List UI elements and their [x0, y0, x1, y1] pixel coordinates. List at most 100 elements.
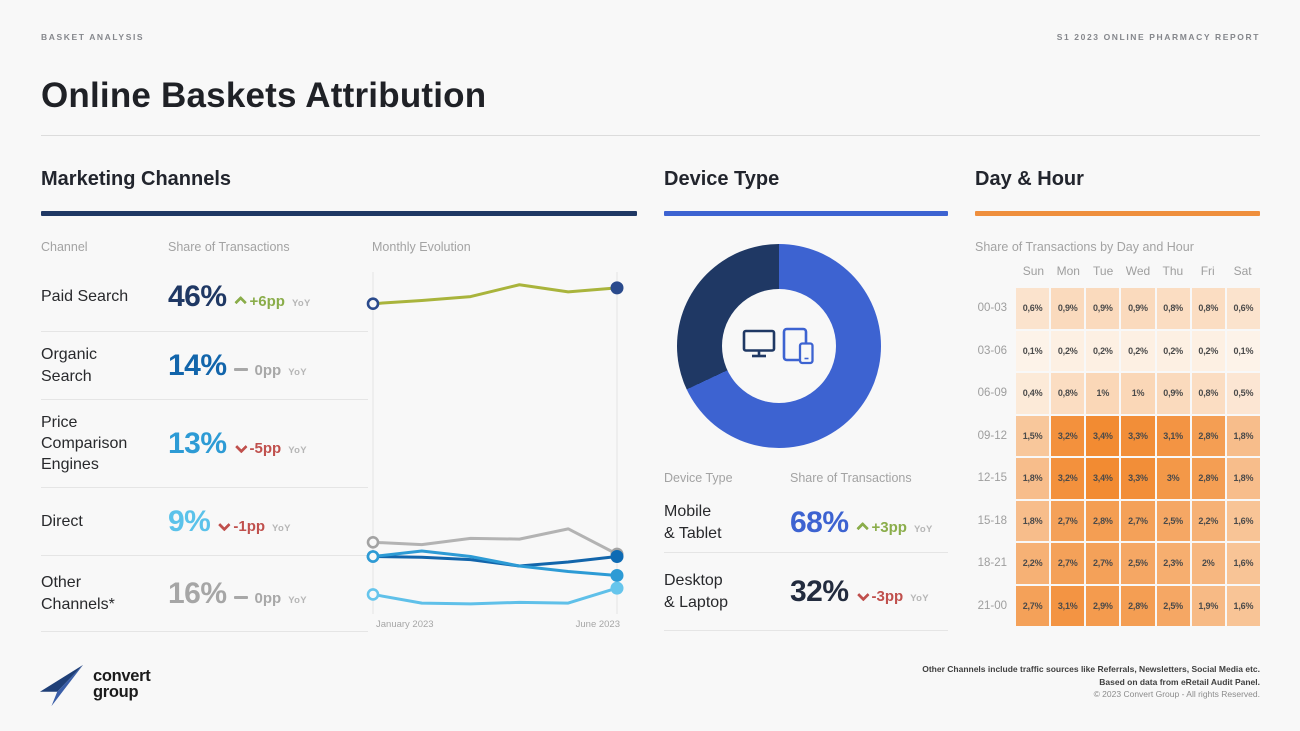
convert-group-logo-icon	[39, 664, 84, 707]
heatmap-row-cells: 0,6% 0,9% 0,9% 0,9% 0,8% 0,8% 0,6%	[1016, 288, 1260, 329]
change-value: 0pp	[254, 589, 282, 607]
donut-hole	[722, 289, 836, 403]
heatmap-row: 12-15 1,8% 3,2% 3,4% 3,3% 3% 2,8% 1,8%	[975, 458, 1260, 499]
heatmap-cell: 0,8%	[1191, 288, 1225, 329]
heatmap-cell: 3,4%	[1086, 458, 1120, 499]
trend-flat-icon	[233, 595, 248, 599]
heatmap-cell: 0,2%	[1156, 330, 1190, 371]
heatmap-cell: 0,9%	[1121, 288, 1155, 329]
trend-down-icon	[218, 518, 232, 531]
heatmap-row: 06-09 0,4% 0,8% 1% 1% 0,9% 0,8% 0,5%	[975, 373, 1260, 414]
dayhour-underline	[975, 211, 1260, 216]
series-line	[371, 527, 619, 556]
kpi-row-name: Direct	[41, 512, 83, 530]
footnote-line-1: Other Channels include traffic sources l…	[922, 664, 1260, 674]
heatmap-cell: 2,7%	[1016, 585, 1050, 626]
change-value: +6pp	[249, 292, 285, 310]
share-value: 46%	[168, 279, 227, 313]
kpi-row-share: 9% -1pp YoY	[168, 505, 291, 539]
kpi-row: Desktop & Laptop 32% -3pp YoY	[664, 553, 948, 631]
share-value: 68%	[790, 505, 849, 539]
kpi-row: Direct 9% -1pp YoY	[41, 488, 368, 556]
heatmap-cell: 3,4%	[1086, 415, 1120, 456]
heatmap-row-cells: 1,5% 3,2% 3,4% 3,3% 3,1% 2,8% 1,8%	[1016, 415, 1260, 456]
heatmap-cell: 2,2%	[1191, 500, 1225, 541]
column-header-share: Share of Transactions	[168, 240, 290, 254]
trend-up-icon	[233, 295, 247, 309]
change-value: -3pp	[871, 587, 904, 605]
yoy-label: YoY	[288, 366, 307, 378]
heatmap-cell: 3,2%	[1051, 458, 1085, 499]
dayhour-subtitle: Share of Transactions by Day and Hour	[975, 240, 1194, 254]
heatmap-row-cells: 0,1% 0,2% 0,2% 0,2% 0,2% 0,2% 0,1%	[1016, 330, 1260, 371]
yoy-label: YoY	[910, 592, 929, 604]
heatmap-day-label: Tue	[1093, 264, 1114, 278]
heatmap-cell: 0,4%	[1016, 373, 1050, 414]
series-end-marker	[610, 568, 624, 582]
heatmap-cell: 0,5%	[1226, 373, 1260, 414]
change-value: -1pp	[233, 517, 266, 535]
kpi-row-name: Other Channels*	[41, 574, 115, 613]
kpi-row-share: 14% 0pp YoY	[168, 349, 307, 383]
heatmap-cell: 3,2%	[1051, 415, 1085, 456]
heatmap-cell: 0,8%	[1051, 373, 1085, 414]
section-day-hour: Day & Hour Share of Transactions by Day …	[975, 168, 1260, 638]
kpi-row-name: Mobile & Tablet	[664, 503, 722, 542]
change-value: 0pp	[254, 361, 282, 379]
footnote-line-3: © 2023 Convert Group - All rights Reserv…	[1093, 689, 1260, 699]
monitor-icon	[742, 329, 776, 358]
heatmap-cell: 0,9%	[1156, 373, 1190, 414]
heatmap-cell: 2,8%	[1191, 415, 1225, 456]
series-line	[371, 283, 619, 306]
trend-down-icon	[234, 440, 248, 453]
x-axis-label-end: June 2023	[576, 619, 620, 630]
column-header-channel: Channel	[41, 240, 88, 254]
share-value: 32%	[790, 574, 849, 608]
kpi-row-share: 13% -5pp YoY	[168, 427, 307, 461]
heatmap-cell: 2,7%	[1051, 500, 1085, 541]
kpi-row-share: 68% +3pp YoY	[790, 506, 933, 540]
heatmap-body: 00-03 0,6% 0,9% 0,9% 0,9% 0,8% 0,8% 0,6% 03-06 0,…	[975, 288, 1260, 626]
heatmap-cell: 1,8%	[1226, 458, 1260, 499]
series-line	[371, 549, 619, 577]
yoy-label: YoY	[288, 594, 307, 606]
series-start-marker	[366, 588, 380, 601]
heatmap-cell: 3,1%	[1156, 415, 1190, 456]
heatmap-day-label: Sat	[1233, 264, 1252, 278]
device-table-rows: Mobile & Tablet 68% +3pp YoY Desktop & Lapto…	[664, 493, 948, 631]
heatmap-cell: 0,6%	[1226, 288, 1260, 329]
heatmap-cell: 1,5%	[1016, 415, 1050, 456]
header-left-label: BASKET ANALYSIS	[41, 32, 145, 42]
convert-group-logo: convert group	[39, 662, 151, 708]
heatmap-day-label: Fri	[1200, 264, 1215, 278]
kpi-row-name: Organic Search	[41, 346, 98, 385]
footnote-line-2: Based on data from eRetail Audit Panel.	[1099, 676, 1260, 687]
heatmap-cell: 0,9%	[1086, 288, 1120, 329]
kpi-row-name: Desktop & Laptop	[664, 572, 729, 611]
heatmap-row-cells: 2,7% 3,1% 2,9% 2,8% 2,5% 1,9% 1,6%	[1016, 585, 1260, 626]
title-divider	[41, 135, 1260, 136]
share-value: 13%	[168, 426, 227, 460]
trend-down-icon	[856, 588, 870, 601]
heatmap-cell: 2,8%	[1086, 500, 1120, 541]
series-end-marker	[610, 550, 624, 563]
column-header-device-share: Share of Transactions	[790, 471, 912, 485]
heatmap-cell: 2%	[1191, 543, 1225, 584]
heatmap-cell: 2,5%	[1156, 500, 1190, 541]
kpi-row: Other Channels* 16% 0pp YoY	[41, 556, 368, 632]
heatmap-cell: 0,8%	[1191, 373, 1225, 414]
heatmap-cell: 3,1%	[1051, 585, 1085, 626]
dayhour-heading: Day & Hour	[975, 168, 1084, 190]
heatmap-cell: 0,1%	[1016, 330, 1050, 371]
heatmap-cell: 1,8%	[1226, 415, 1260, 456]
heatmap-cell: 3,3%	[1121, 415, 1155, 456]
heatmap-row-cells: 1,8% 3,2% 3,4% 3,3% 3% 2,8% 1,8%	[1016, 458, 1260, 499]
heatmap-hour-label: 03-06	[977, 344, 1007, 357]
x-axis-label-start: January 2023	[376, 619, 434, 630]
heatmap-hour-label: 18-21	[977, 557, 1007, 569]
heatmap-cell: 2,5%	[1121, 543, 1155, 584]
yoy-label: YoY	[291, 297, 311, 309]
page-title: Online Baskets Attribution	[41, 76, 487, 115]
device-underline	[664, 211, 948, 216]
heatmap-cell: 1,6%	[1226, 543, 1260, 584]
